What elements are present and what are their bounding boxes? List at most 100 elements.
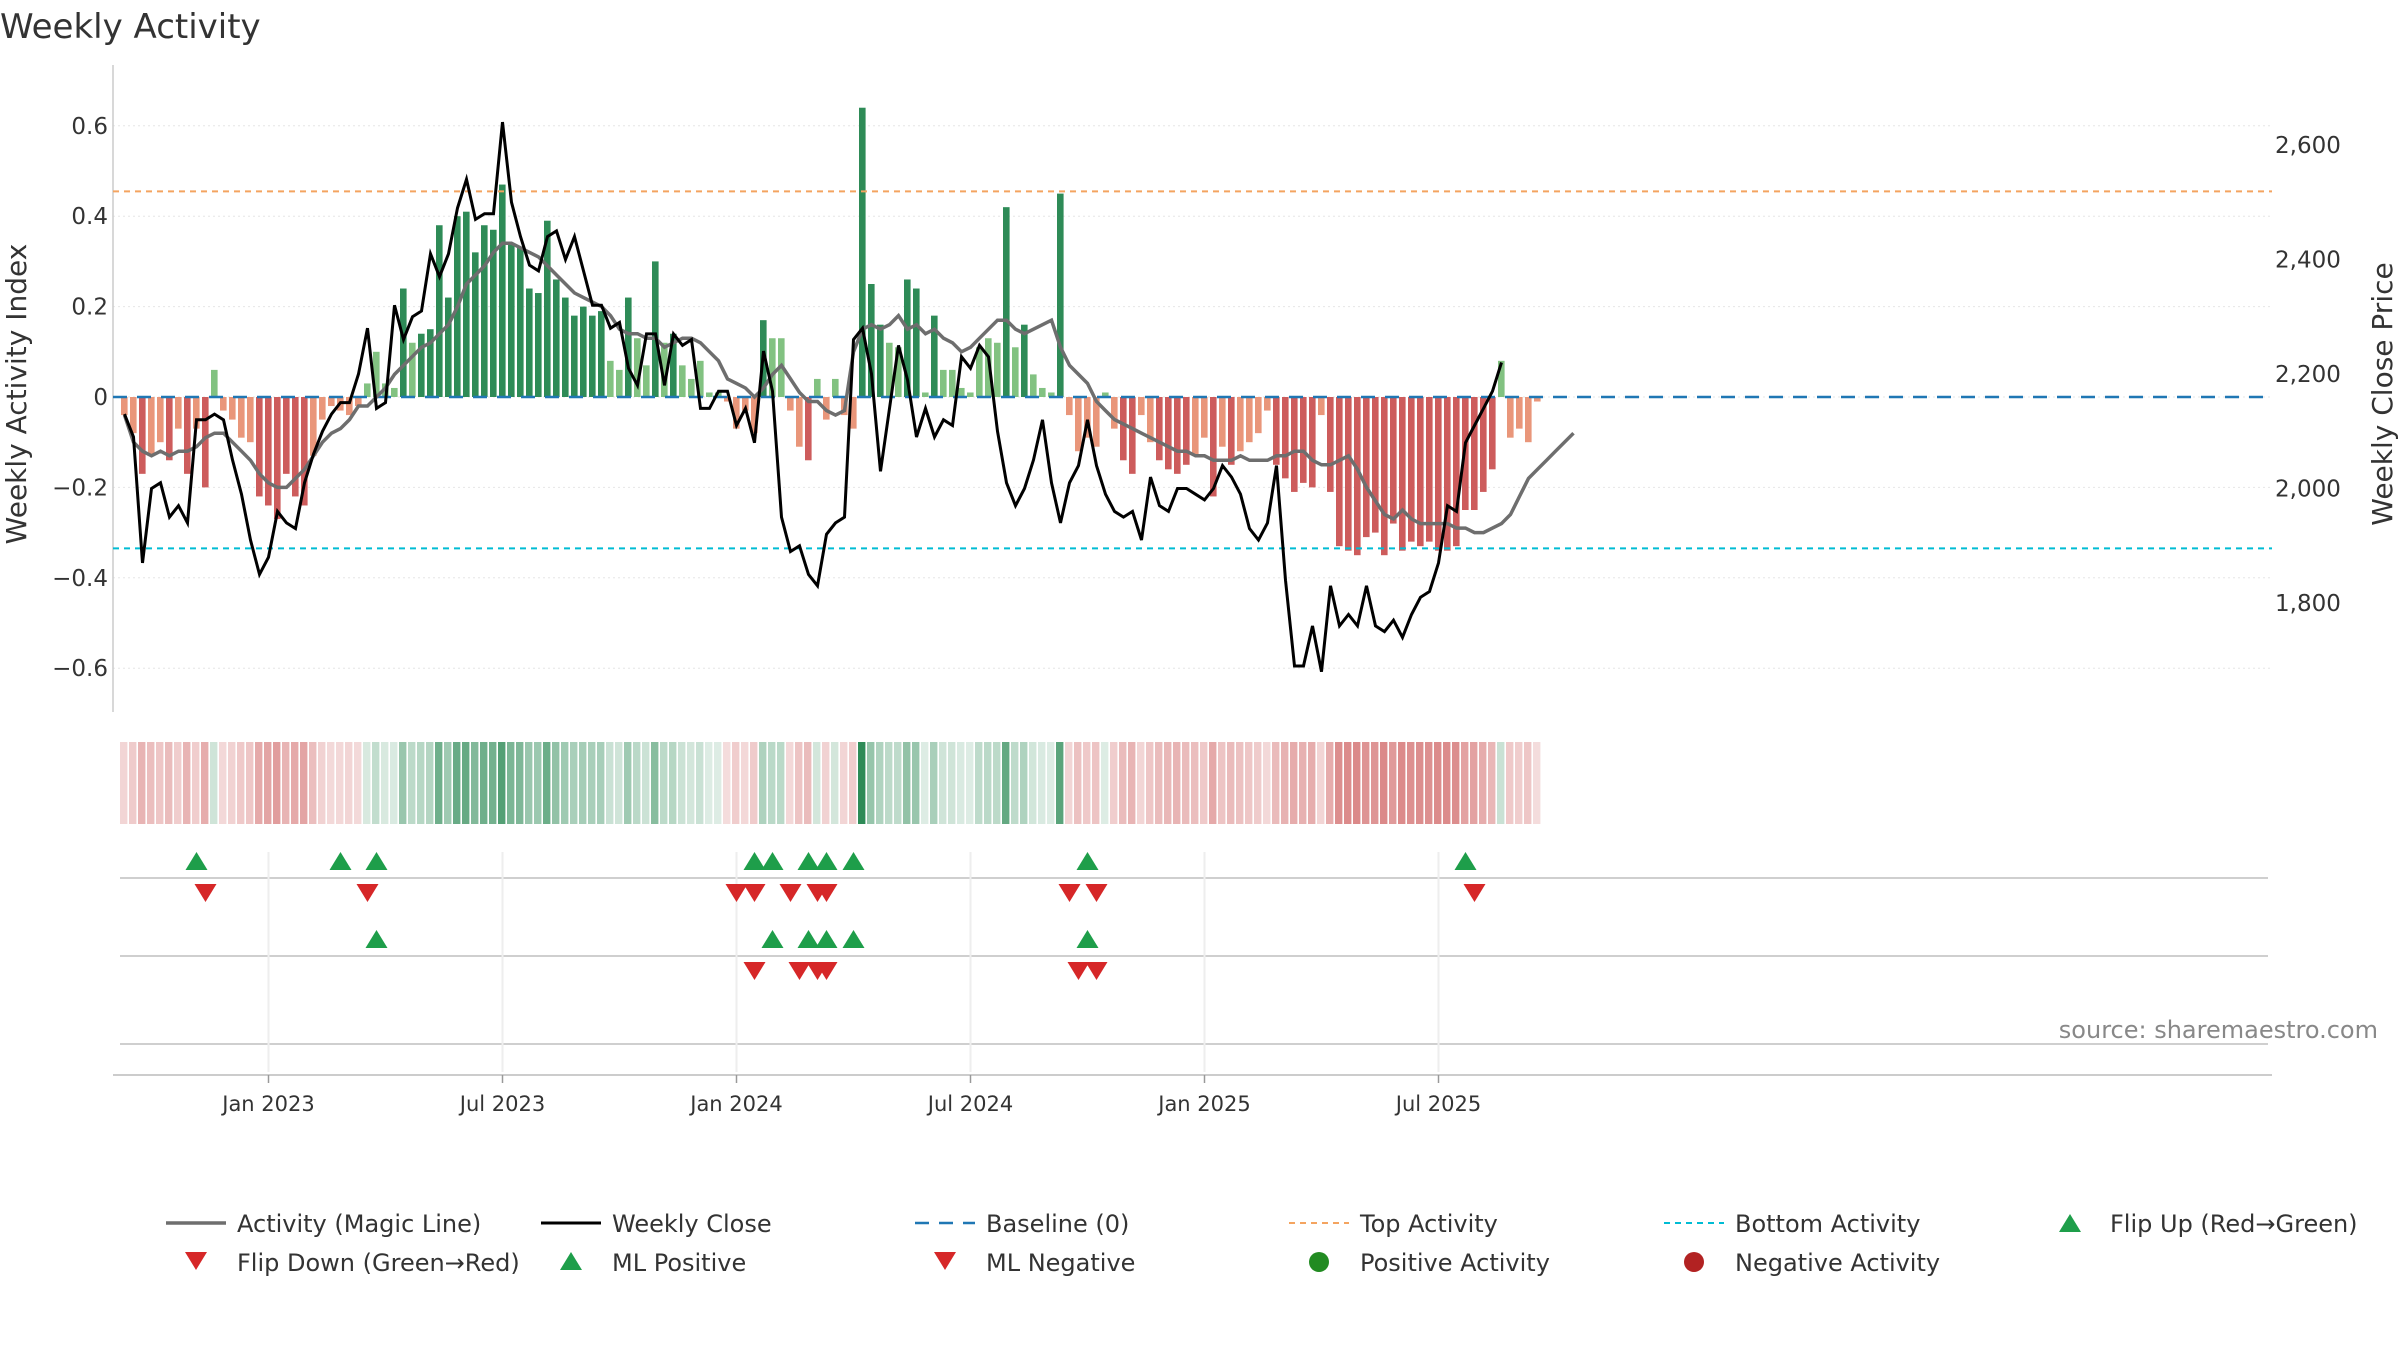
activity-bar [949,369,956,397]
ml-positive-icon [560,1252,582,1270]
activity-bar [535,293,542,397]
activity-bar [391,387,398,397]
heat-cell [525,742,533,824]
ml-negative-marker [1085,962,1108,980]
heat-cell [975,742,983,824]
heat-cell [741,742,749,824]
activity-bar [319,397,326,420]
activity-bar [679,365,686,397]
flip-down-marker [725,884,748,902]
heat-cell [408,742,416,824]
activity-bar [1354,397,1361,556]
activity-bar [247,397,254,443]
flip-up-marker [1076,852,1099,870]
grid-lines: −0.6 −0.4 −0.2 0 0.2 0.4 0.6 [52,114,2272,682]
flip-up-marker [185,852,208,870]
heat-cell [669,742,677,824]
activity-bar [490,229,497,397]
activity-bar [1498,360,1505,397]
activity-bar [1291,397,1298,492]
heat-cell [822,742,830,824]
flip-down-marker [1463,884,1486,902]
activity-bar [1219,397,1226,447]
heat-cell [246,742,254,824]
activity-bar [355,397,362,407]
activity-bar [130,397,137,434]
heat-cell [1326,742,1334,824]
heat-cell [894,742,902,824]
heat-cell [1254,742,1262,824]
legend-item-top-activity: Top Activity [1289,1210,1498,1238]
activity-bar [616,369,623,397]
activity-bar [688,378,695,397]
activity-bar [1237,397,1244,452]
activity-bar [328,397,335,407]
activity-bar [1210,397,1217,497]
heat-cell [309,742,317,824]
ml-negative-icon [934,1252,956,1270]
legend-label-top-activity: Top Activity [1359,1210,1498,1238]
activity-bar [1201,397,1208,438]
heat-cell [1407,742,1415,824]
heat-cell [903,742,911,824]
flip-up-marker [743,852,766,870]
flip-down-marker [743,884,766,902]
activity-bar [571,315,578,397]
activity-bar [508,243,515,397]
activity-bar [1066,397,1073,416]
activity-bar [517,247,524,397]
heat-cell [462,742,470,824]
legend-item-weekly-close: Weekly Close [541,1210,772,1238]
right-y-axis-title: Weekly Close Price [2366,262,2399,525]
heat-cell [957,742,965,824]
activity-bar [265,397,272,506]
heat-cell [570,742,578,824]
heat-cell [1173,742,1181,824]
ml-positive-marker [842,930,865,948]
heat-cell [264,742,272,824]
legend-item-magic-line: Activity (Magic Line) [166,1210,481,1238]
heat-cell [165,742,173,824]
activity-bar [193,397,200,429]
heat-cell [156,742,164,824]
heat-cell [399,742,407,824]
flip-up-icon [2059,1214,2081,1232]
heat-cell [273,742,281,824]
heat-cell [633,742,641,824]
activity-bar [814,378,821,397]
flip-up-marker [329,852,352,870]
activity-bar [868,284,875,397]
activity-bar [895,347,902,397]
heat-cell [138,742,146,824]
right-y-tick-label: 2,400 [2275,248,2341,274]
heat-cell [1506,742,1514,824]
heat-cell [1263,742,1271,824]
activity-bar [859,107,866,397]
activity-bar [940,369,947,397]
activity-bar [418,333,425,397]
activity-bar [580,306,587,397]
heat-cell [786,742,794,824]
heat-cell [1200,742,1208,824]
activity-bars [121,107,1541,556]
activity-bar [1327,397,1334,492]
heat-cell [228,742,236,824]
activity-bar [283,397,290,474]
activity-bar [787,397,794,411]
activity-bar [904,279,911,397]
heat-cell [1002,742,1010,824]
heat-cell [498,742,506,824]
activity-bar [292,397,299,497]
activity-bar [1165,397,1172,470]
activity-bar [121,397,128,416]
positive-activity-dot-icon [1309,1252,1329,1272]
heat-cell [1110,742,1118,824]
activity-bar [1381,397,1388,556]
activity-bar [1084,397,1091,438]
x-tick-label: Jul 2025 [1394,1092,1481,1116]
heat-cell [1029,742,1037,824]
heat-cell [390,742,398,824]
activity-bar [886,342,893,397]
activity-bar [751,397,758,434]
heat-cell [687,742,695,824]
